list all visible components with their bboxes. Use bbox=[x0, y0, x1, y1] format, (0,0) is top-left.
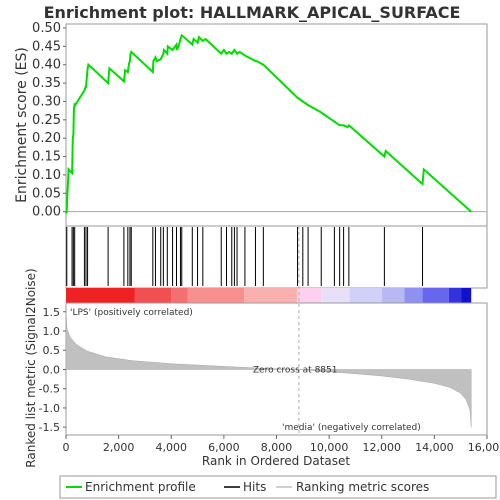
metric-x-tick-label: 6,000 bbox=[208, 441, 240, 454]
legend-ranking-label: Ranking metric scores bbox=[296, 480, 429, 494]
metric-x-ticks: 0 2,000 4,000 6,000 8,000 10,000 12,000 14,000 1… bbox=[63, 435, 500, 454]
rank-bar-segment bbox=[296, 288, 322, 303]
es-line-layer bbox=[65, 33, 472, 214]
chart-title: Enrichment plot: HALLMARK_APICAL_SURFACE bbox=[44, 3, 461, 22]
es-y-tick-label: 0.25 bbox=[32, 113, 61, 128]
metric-y-axis-label: Ranked list metric (Signal2Noise) bbox=[24, 268, 38, 467]
es-y-tick-label: 0.00 bbox=[32, 205, 61, 220]
hits-panel-frame bbox=[65, 225, 488, 289]
es-y-tick-label: 0.05 bbox=[32, 186, 61, 201]
zero-cross-label: Zero cross at 8851 bbox=[253, 365, 338, 375]
metric-x-tick-label: 0 bbox=[63, 441, 70, 454]
legend-enrichment-label: Enrichment profile bbox=[85, 480, 196, 494]
metric-area-layer bbox=[65, 311, 472, 428]
metric-x-tick-label: 8,000 bbox=[261, 441, 293, 454]
positive-label: 'LPS' (positively correlated) bbox=[70, 308, 193, 318]
es-y-tick-label: 0.40 bbox=[32, 58, 61, 73]
es-panel-frame bbox=[65, 23, 488, 227]
es-y-tick-label: 0.50 bbox=[32, 21, 61, 36]
rank-bar-segment bbox=[349, 288, 383, 303]
metric-y-ticks: -1.5 -1.0 -0.5 0.0 0.5 1.0 1.5 bbox=[39, 306, 66, 434]
metric-y-tick-label: 0.5 bbox=[43, 344, 61, 357]
rank-bar-segment bbox=[382, 288, 405, 303]
metric-y-tick-label: -1.0 bbox=[39, 402, 60, 415]
rank-color-bar bbox=[66, 288, 472, 303]
es-y-tick-label: 0.15 bbox=[32, 150, 61, 165]
metric-y-tick-label: 0.0 bbox=[43, 363, 61, 376]
rank-bar-segment bbox=[244, 288, 297, 303]
metric-area bbox=[65, 311, 472, 428]
metric-x-tick-label: 2,000 bbox=[103, 441, 135, 454]
negative-label: 'media' (negatively correlated) bbox=[282, 423, 421, 433]
legend-hits-label: Hits bbox=[243, 480, 266, 494]
metric-y-tick-label: -0.5 bbox=[39, 383, 60, 396]
es-y-ticks: 0.00 0.05 0.10 0.15 0.20 0.25 0.30 0.35 0.40 0.45… bbox=[32, 21, 66, 220]
es-y-axis-label: Enrichment score (ES) bbox=[14, 47, 30, 203]
rank-bar-segment bbox=[66, 288, 135, 303]
metric-x-tick-label: 14,000 bbox=[415, 441, 454, 454]
es-y-tick-label: 0.20 bbox=[32, 131, 61, 146]
metric-y-tick-label: 1.5 bbox=[43, 306, 61, 319]
metric-y-tick-label: 1.0 bbox=[43, 325, 61, 338]
rank-bar-segment bbox=[321, 288, 350, 303]
metric-x-axis-label: Rank in Ordered Dataset bbox=[202, 454, 350, 468]
rank-bar-segment bbox=[461, 288, 472, 303]
rank-bar-segment bbox=[134, 288, 172, 303]
metric-y-tick-label: -1.5 bbox=[39, 421, 60, 434]
metric-x-tick-label: 12,000 bbox=[363, 441, 402, 454]
metric-x-tick-label: 10,000 bbox=[310, 441, 349, 454]
metric-x-tick-label: 4,000 bbox=[156, 441, 188, 454]
rank-bar-segment bbox=[448, 288, 462, 303]
es-y-tick-label: 0.10 bbox=[32, 168, 61, 183]
rank-bar-segment bbox=[187, 288, 245, 303]
es-y-tick-label: 0.35 bbox=[32, 76, 61, 91]
es-profile-line bbox=[65, 33, 472, 214]
rank-bar-segment bbox=[171, 288, 188, 303]
es-y-tick-label: 0.45 bbox=[32, 39, 61, 54]
hits-layer bbox=[66, 227, 424, 286]
es-y-tick-label: 0.30 bbox=[32, 94, 61, 109]
rank-bar-segment bbox=[422, 288, 449, 303]
metric-x-tick-label: 16,000 bbox=[468, 441, 500, 454]
rank-bar-segment bbox=[404, 288, 423, 303]
